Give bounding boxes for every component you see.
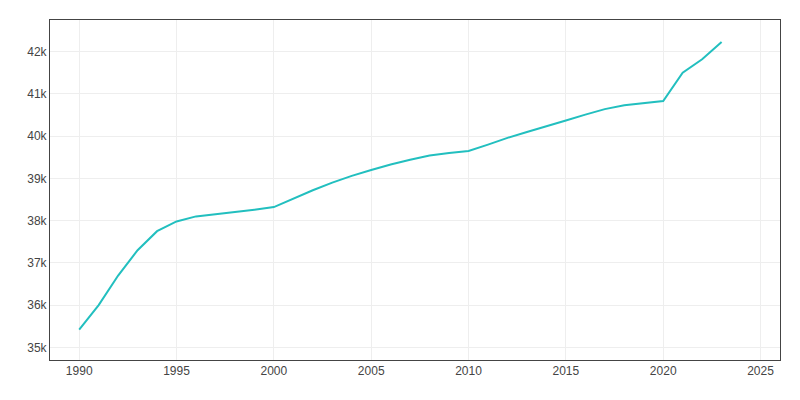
svg-text:2025: 2025 <box>747 364 774 378</box>
svg-text:36k: 36k <box>27 298 47 312</box>
svg-text:40k: 40k <box>27 129 47 143</box>
svg-text:35k: 35k <box>27 341 47 355</box>
svg-text:2010: 2010 <box>455 364 482 378</box>
svg-text:2000: 2000 <box>261 364 288 378</box>
svg-text:37k: 37k <box>27 256 47 270</box>
svg-text:41k: 41k <box>27 87 47 101</box>
svg-text:1995: 1995 <box>163 364 190 378</box>
svg-text:2020: 2020 <box>650 364 677 378</box>
svg-text:1990: 1990 <box>66 364 93 378</box>
svg-text:39k: 39k <box>27 172 47 186</box>
svg-text:42k: 42k <box>27 45 47 59</box>
svg-text:2015: 2015 <box>553 364 580 378</box>
svg-text:2005: 2005 <box>358 364 385 378</box>
svg-text:38k: 38k <box>27 214 47 228</box>
